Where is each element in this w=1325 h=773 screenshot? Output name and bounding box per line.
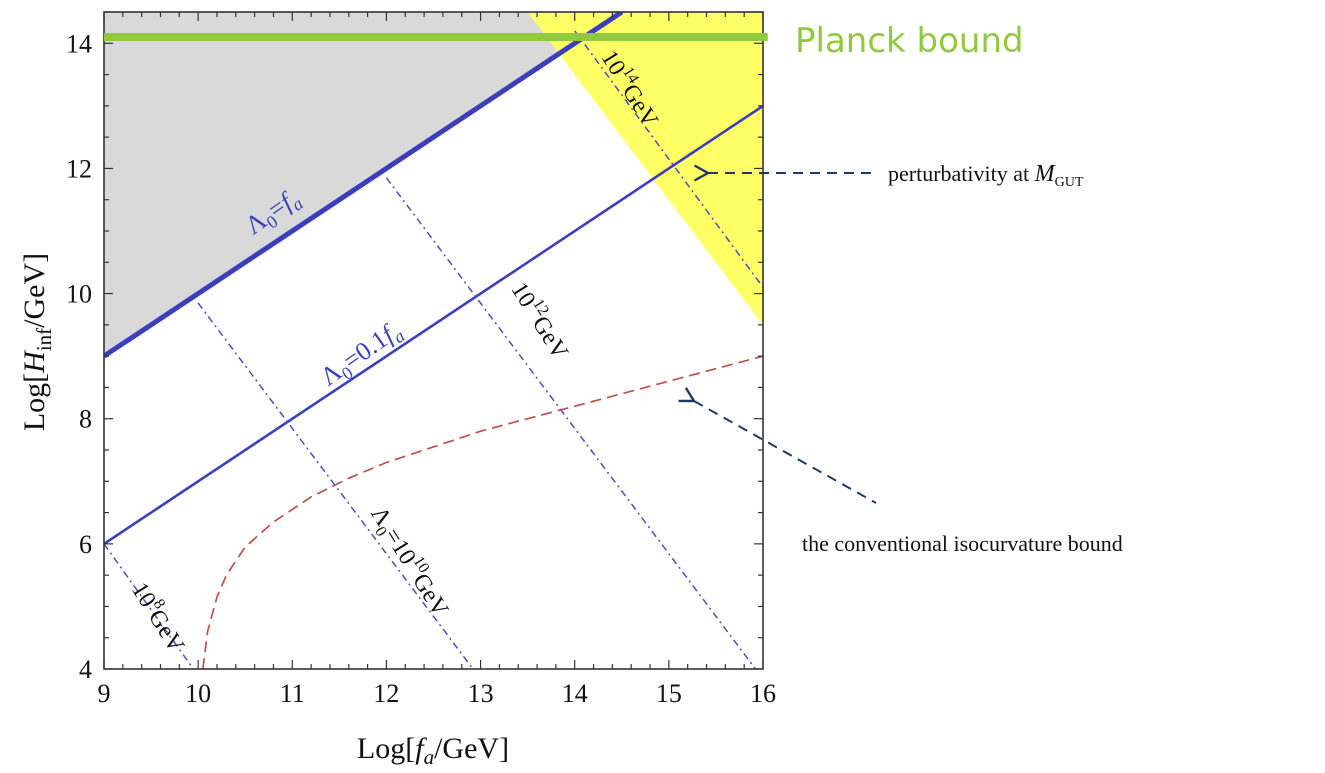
x-tick-label: 15 bbox=[656, 679, 682, 708]
svg-text:Λ0=1010GeV: Λ0=1010GeV bbox=[362, 500, 457, 624]
y-tick-label: 6 bbox=[79, 530, 92, 559]
plot-frame bbox=[103, 11, 764, 670]
x-tick-label: 12 bbox=[373, 679, 399, 708]
svg-text:Λ0=0.1fa: Λ0=0.1fa bbox=[315, 315, 409, 395]
y-tick-label: 10 bbox=[66, 280, 92, 309]
axis-tick-labels: 9 10 11 12 13 14 15 16 4 6 8 10 12 14 bbox=[66, 29, 776, 708]
y-tick-label: 14 bbox=[66, 29, 92, 58]
isocurvature-label: the conventional isocurvature bound bbox=[802, 531, 1123, 556]
y-axis-title: Log[Hinf/GeV] bbox=[18, 253, 56, 431]
y-tick-label: 4 bbox=[79, 655, 92, 684]
shaded-regions bbox=[104, 12, 763, 357]
perturbativity-label: perturbativity at MGUT bbox=[888, 161, 1084, 190]
y-tick-label: 8 bbox=[79, 405, 92, 434]
x-tick-label: 13 bbox=[468, 679, 494, 708]
y-tick-label: 12 bbox=[66, 154, 92, 183]
x-tick-label: 11 bbox=[280, 679, 305, 708]
x-axis-title: Log[fa/GeV] bbox=[357, 732, 509, 769]
label-gev10: Λ0=1010GeV bbox=[362, 500, 457, 624]
isocurvature-arrow bbox=[678, 387, 877, 504]
x-tick-label: 10 bbox=[185, 679, 211, 708]
x-tick-label: 14 bbox=[562, 679, 588, 708]
svg-text:108GeV: 108GeV bbox=[126, 576, 193, 658]
series-line-1 bbox=[104, 104, 763, 545]
series-line-0 bbox=[104, 12, 624, 359]
series-line-2 bbox=[104, 543, 195, 669]
planck-bound-label: Planck bound bbox=[795, 21, 1024, 61]
label-gev8: 108GeV bbox=[126, 576, 193, 658]
region-perturbativity bbox=[527, 12, 763, 325]
label-lambda-01fa: Λ0=0.1fa bbox=[315, 315, 409, 395]
x-tick-label: 9 bbox=[98, 679, 111, 708]
data-series bbox=[104, 12, 763, 669]
series-line-5 bbox=[574, 30, 763, 288]
axis-ticks bbox=[103, 11, 764, 670]
series-line-6 bbox=[202, 355, 763, 669]
x-tick-label: 16 bbox=[750, 679, 776, 708]
series-line-4 bbox=[385, 177, 757, 669]
